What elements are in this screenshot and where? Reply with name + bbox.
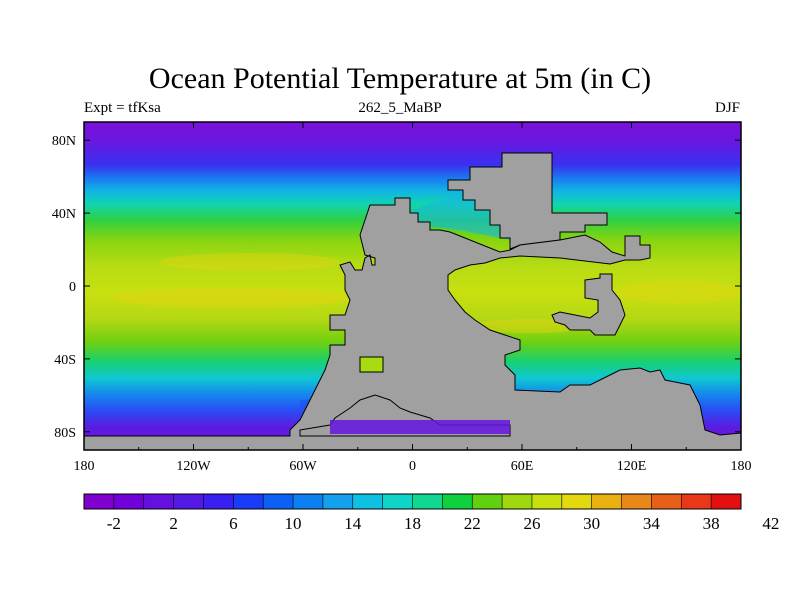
colorbar-swatch — [263, 494, 294, 509]
lat-tick-label: 40S — [54, 353, 76, 368]
colorbar-swatch — [531, 494, 563, 509]
inland-sea — [359, 356, 384, 373]
colorbar-label: 34 — [643, 514, 661, 533]
colorbar-swatch — [711, 494, 742, 509]
lat-tick-label: 80S — [54, 426, 76, 441]
lat-tick-label: 40N — [52, 207, 76, 222]
colorbar-label: 10 — [285, 514, 302, 533]
colorbar-swatch — [651, 494, 682, 509]
warm-anomaly-pacific — [110, 288, 350, 308]
land-eastern-island — [551, 273, 626, 336]
lon-tick-label: 120W — [176, 459, 211, 474]
lat-tick-label: 80N — [52, 134, 76, 149]
colorbar-swatch — [382, 494, 413, 509]
colorbar-swatch — [621, 494, 652, 509]
warm-anomaly-east — [620, 280, 740, 304]
season-label: DJF — [714, 100, 740, 116]
colorbar-swatch — [352, 494, 383, 509]
colorbar-swatch — [412, 494, 443, 509]
experiment-label: Expt = tfKsa — [84, 100, 161, 116]
colorbar-label: 18 — [404, 514, 421, 533]
lon-tick-label: 60W — [289, 459, 317, 474]
colorbar-swatch — [322, 494, 354, 509]
colorbar-swatch — [143, 494, 174, 509]
map-field — [84, 122, 741, 450]
colorbar-label: 22 — [464, 514, 481, 533]
colorbar-label: -2 — [107, 514, 121, 533]
axis-ticks — [83, 122, 742, 450]
colorbar-swatch — [591, 494, 622, 509]
colorbar-swatch — [293, 494, 324, 509]
axis-labels: 180 120W 60W 0 60E 120E 180 80N 40N 0 40S 80S — [52, 134, 752, 474]
lat-tick-label: 0 — [69, 280, 76, 295]
colorbar-label: 38 — [703, 514, 720, 533]
colorbar-swatch — [173, 494, 204, 509]
lon-tick-label: 180 — [74, 459, 95, 474]
colorbar-label: 30 — [583, 514, 600, 533]
lon-tick-label: 60E — [511, 459, 534, 474]
colorbar-swatch — [203, 494, 234, 509]
colorbar-label: 14 — [344, 514, 362, 533]
colorbar: -2 2 6 10 14 18 22 26 30 34 38 42 — [83, 493, 779, 533]
lon-tick-label: 120E — [617, 459, 647, 474]
colorbar-swatch — [502, 494, 533, 509]
southern-sea — [330, 420, 510, 434]
colorbar-swatch — [84, 494, 115, 509]
land-continent-west — [84, 197, 741, 450]
colorbar-swatch — [113, 494, 145, 509]
colorbar-swatch — [472, 494, 503, 509]
colorbar-swatch — [681, 494, 712, 509]
map-title: Ocean Potential Temperature at 5m (in C) — [148, 62, 652, 95]
colorbar-label: 26 — [523, 514, 540, 533]
colorbar-swatch — [442, 494, 473, 509]
warm-anomaly-north-pacific — [160, 253, 340, 271]
lon-tick-label: 0 — [409, 459, 416, 474]
colorbar-label: 6 — [229, 514, 238, 533]
lon-tick-label: 180 — [731, 459, 752, 474]
colorbar-swatch — [233, 494, 264, 509]
time-period-label: 262_5_MaBP — [358, 100, 442, 116]
colorbar-label: 2 — [169, 514, 178, 533]
land-pangea-main — [447, 152, 608, 250]
colorbar-swatch — [561, 494, 592, 509]
colorbar-label: 42 — [762, 514, 779, 533]
